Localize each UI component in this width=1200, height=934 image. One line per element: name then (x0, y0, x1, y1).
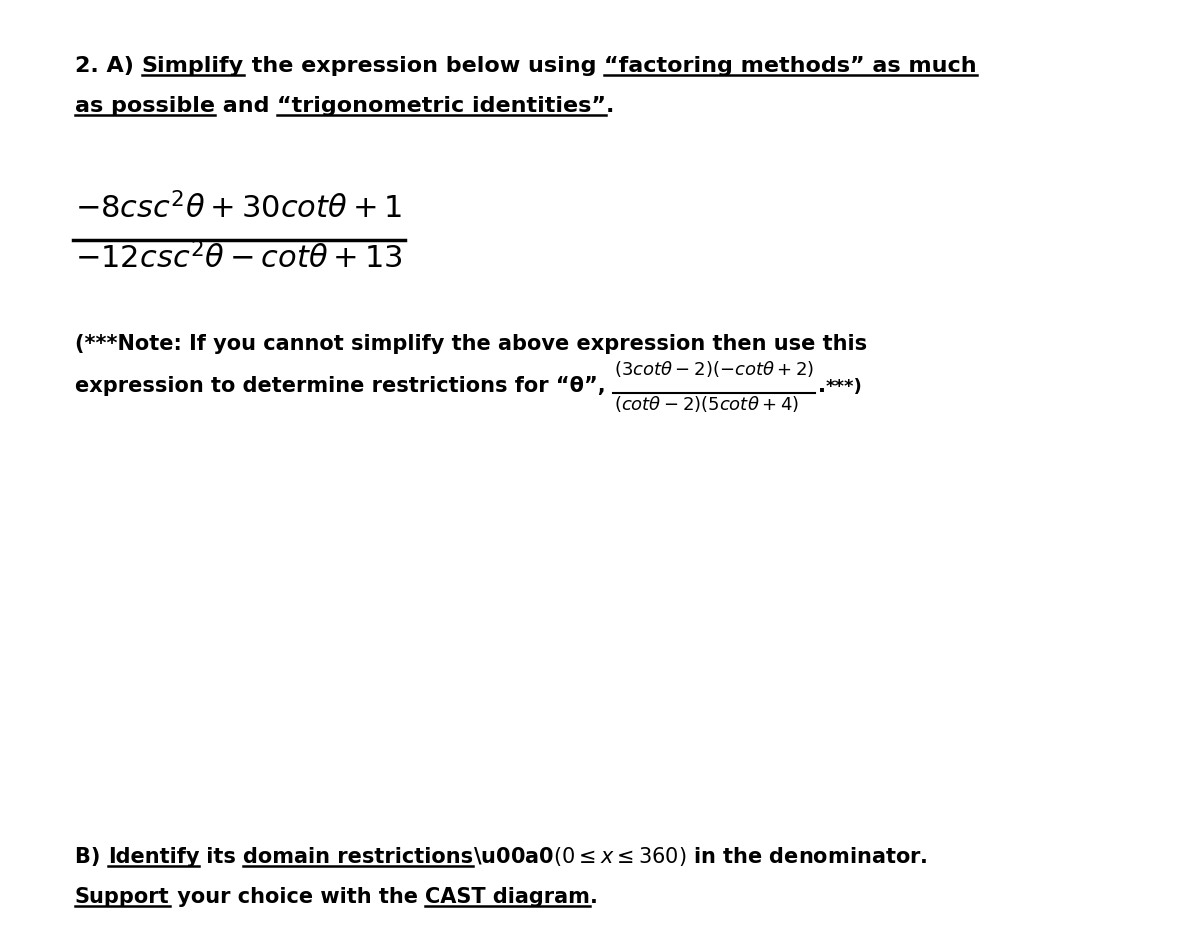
Text: the expression below using: the expression below using (244, 56, 604, 76)
Text: \u00a0$(0 \leq x \leq 360)$ in the denominator.: \u00a0$(0 \leq x \leq 360)$ in the denom… (473, 845, 928, 868)
Text: and: and (215, 96, 277, 116)
Text: “factoring methods” as much: “factoring methods” as much (604, 56, 977, 76)
Text: $-12csc^2\theta - cot\theta + 13$: $-12csc^2\theta - cot\theta + 13$ (74, 242, 403, 274)
Text: “trigonometric identities”: “trigonometric identities” (277, 96, 606, 116)
Text: .: . (817, 376, 826, 396)
Text: its: its (199, 847, 244, 867)
Text: .: . (606, 96, 614, 116)
Text: expression to determine restrictions for “θ”,: expression to determine restrictions for… (74, 376, 606, 396)
Text: B): B) (74, 847, 108, 867)
Text: 2. A): 2. A) (74, 56, 142, 76)
Text: ***): ***) (826, 378, 863, 396)
Text: $(cot\theta-2)(5cot\theta+4)$: $(cot\theta-2)(5cot\theta+4)$ (613, 394, 799, 414)
Text: $(3cot\theta-2)(-cot\theta+2)$: $(3cot\theta-2)(-cot\theta+2)$ (613, 359, 814, 379)
Text: Identify: Identify (108, 847, 199, 867)
Text: Simplify: Simplify (142, 56, 244, 76)
Text: .: . (817, 376, 826, 396)
Text: as possible: as possible (74, 96, 215, 116)
Text: $-8csc^2\theta + 30cot\theta + 1$: $-8csc^2\theta + 30cot\theta + 1$ (74, 191, 402, 224)
Text: CAST diagram: CAST diagram (425, 887, 589, 907)
Text: domain restrictions: domain restrictions (244, 847, 473, 867)
Text: .: . (589, 887, 598, 907)
Text: your choice with the: your choice with the (169, 887, 425, 907)
Text: Support: Support (74, 887, 169, 907)
Text: (***Note: If you cannot simplify the above expression then use this: (***Note: If you cannot simplify the abo… (74, 334, 868, 354)
